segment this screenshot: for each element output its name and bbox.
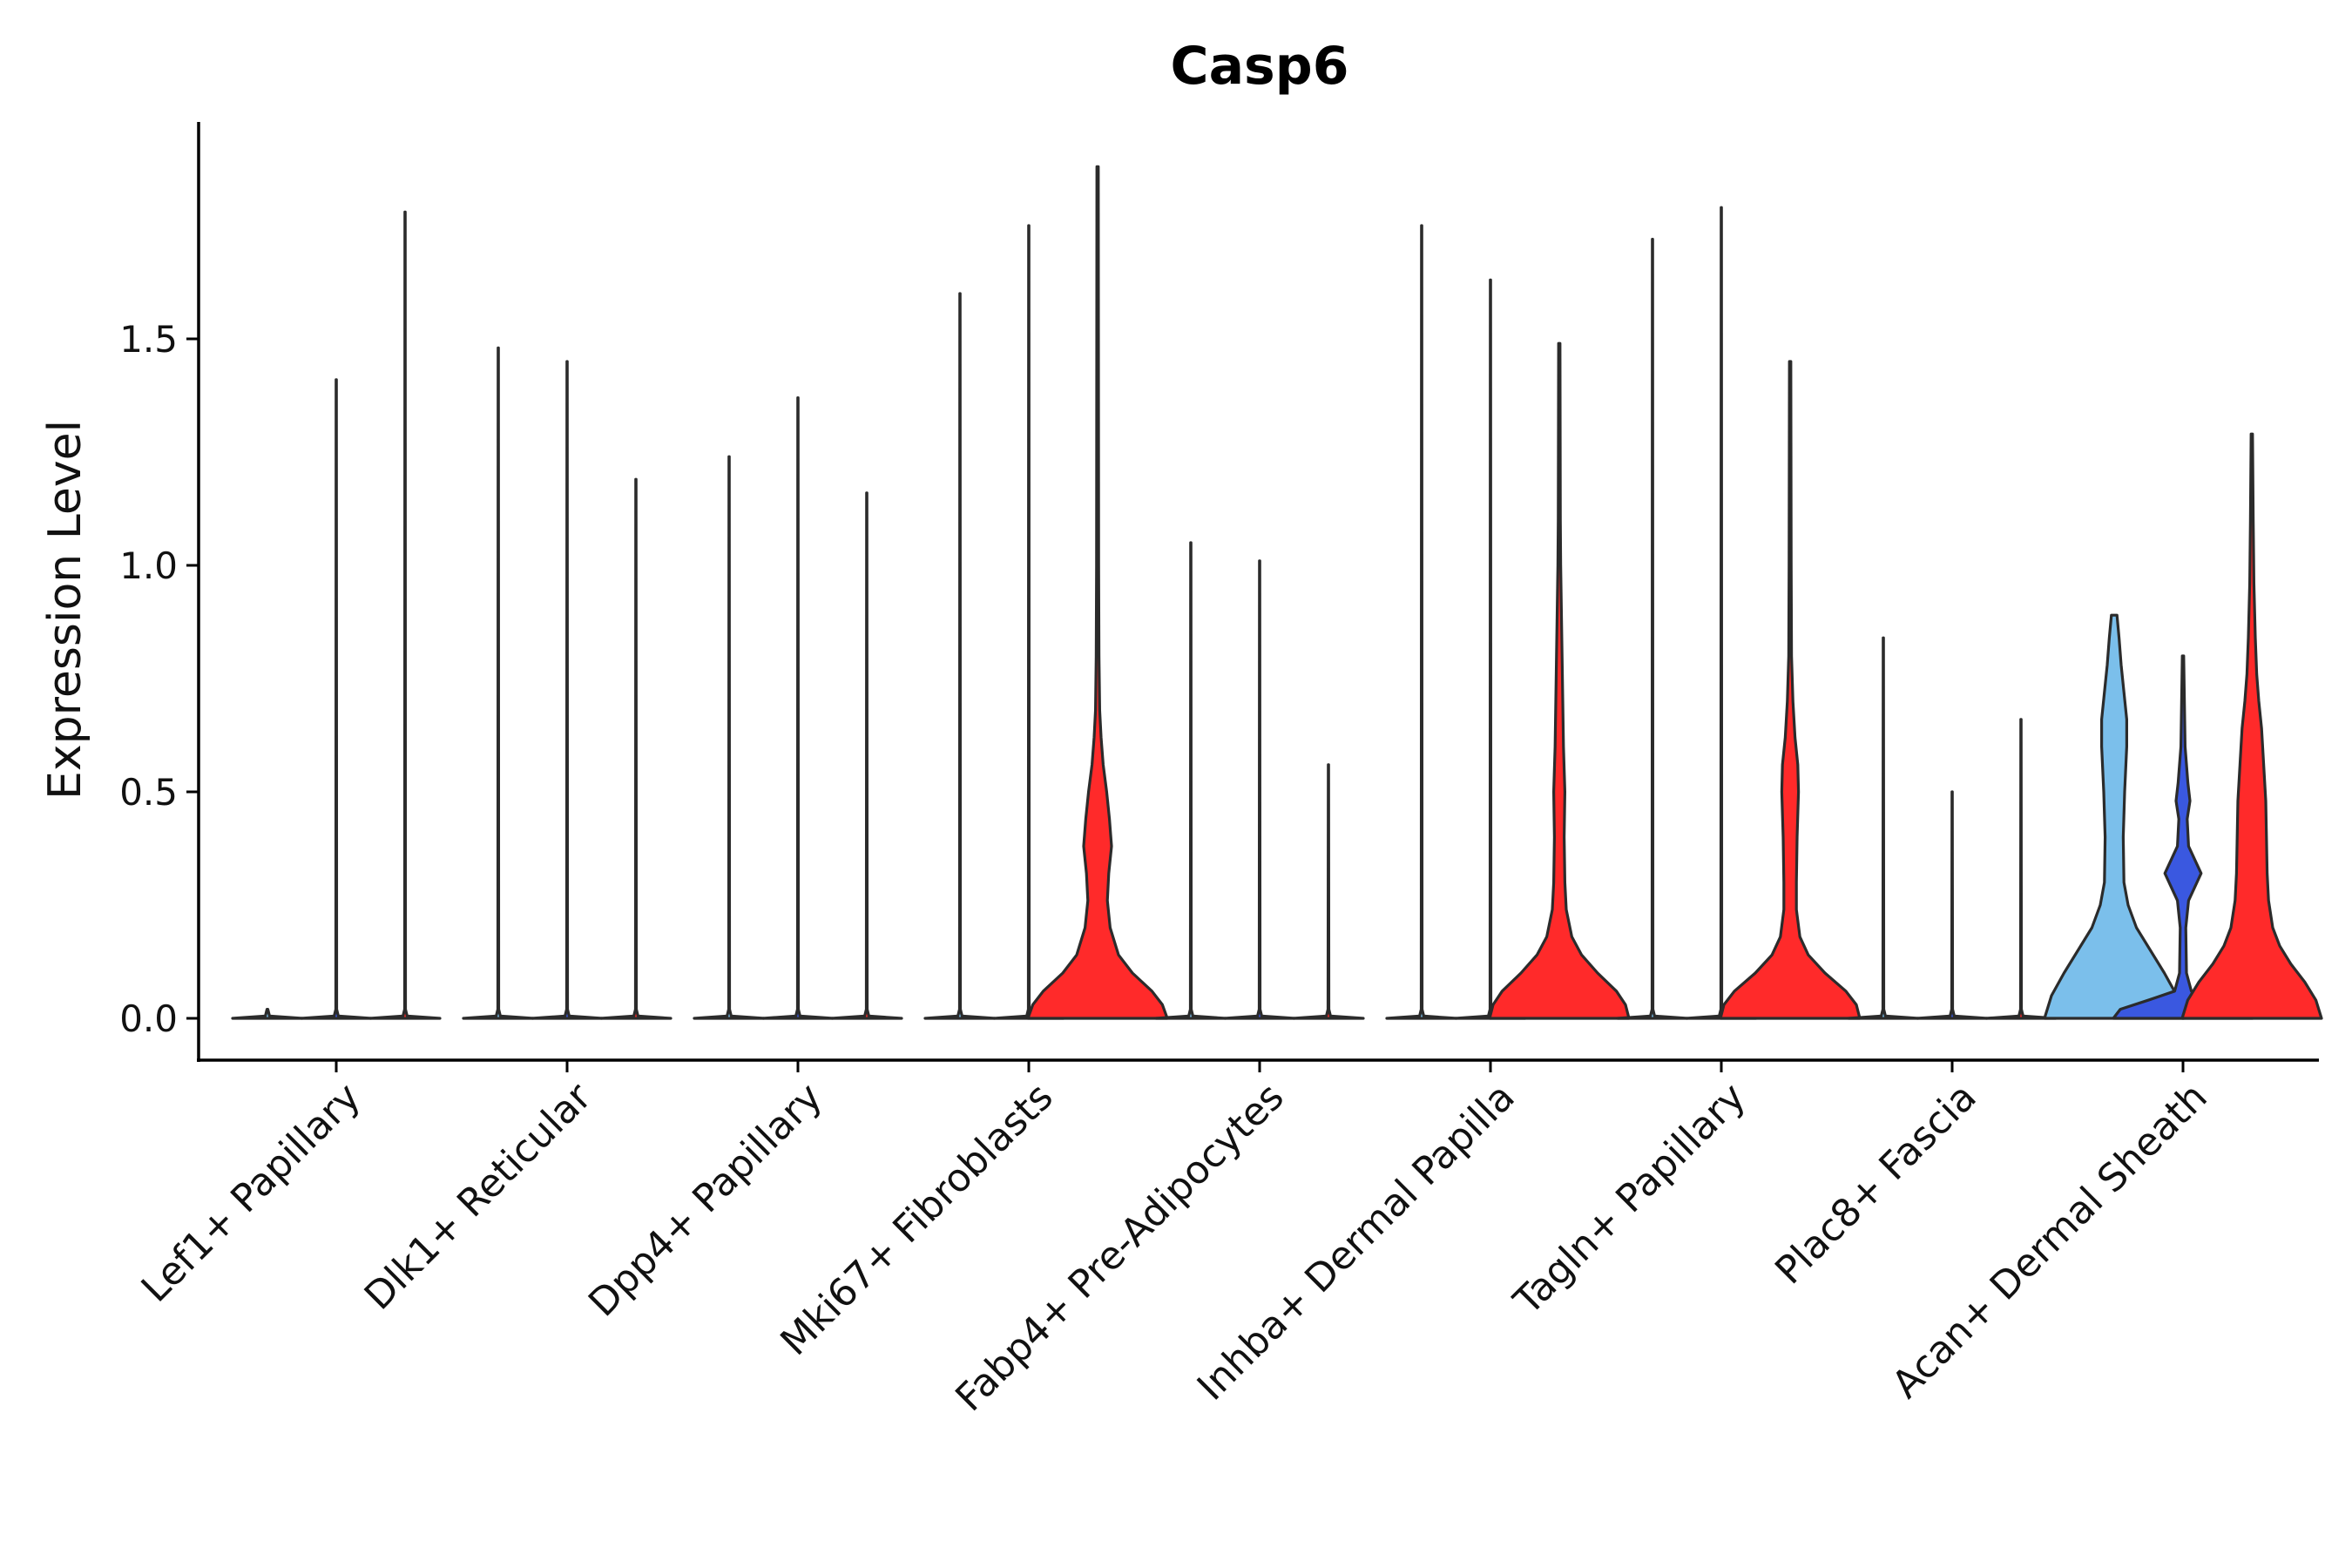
violin-filled (1026, 165, 1169, 1020)
y-ticks: 0.0 0.5 1.0 1.5 (119, 318, 199, 1040)
y-tick-label: 0.0 (119, 997, 178, 1040)
violin-line (1385, 224, 1458, 1020)
violin-line (1454, 278, 1527, 1020)
violin-line (300, 378, 373, 1020)
x-tick-label: Dpp4+ Papillary (580, 1075, 831, 1326)
violin-line (1292, 763, 1365, 1020)
violin-filled (2043, 613, 2186, 1020)
violin-line (1685, 206, 1758, 1020)
violin-filled (2180, 432, 2323, 1020)
violin-filled (1488, 341, 1631, 1020)
y-tick-label: 0.5 (119, 771, 178, 814)
y-axis-label: Expression Level (39, 420, 91, 800)
violin-line (693, 455, 766, 1020)
y-tick-label: 1.5 (119, 318, 178, 361)
violin-line (368, 210, 442, 1020)
violin-line (1223, 559, 1296, 1020)
chart-title: Casp6 (1171, 36, 1349, 97)
violin-line (1916, 790, 1989, 1020)
violin-line (1984, 718, 2058, 1020)
violin-line (923, 292, 997, 1020)
violin-line (462, 346, 535, 1020)
x-tick-label: Dlk1+ Reticular (356, 1074, 601, 1319)
violin-filled (1719, 360, 1862, 1020)
violin-line (830, 491, 903, 1020)
violin-filled (2112, 654, 2254, 1020)
violin-line (1154, 541, 1227, 1020)
violin-line (1847, 636, 1920, 1020)
violin-line (761, 396, 835, 1020)
violin-line (531, 360, 604, 1020)
x-tick-label: Plac8+ Fascia (1767, 1075, 1985, 1294)
violin-line (1616, 238, 1689, 1020)
violins-layer (231, 165, 2323, 1020)
x-tick-label: Tagln+ Papillary (1505, 1075, 1754, 1324)
violin-line (599, 477, 672, 1020)
violin-line (231, 1008, 304, 1020)
violin-line (992, 224, 1065, 1020)
x-tick-label: Lef1+ Papillary (133, 1075, 369, 1311)
y-tick-label: 1.0 (119, 544, 178, 587)
